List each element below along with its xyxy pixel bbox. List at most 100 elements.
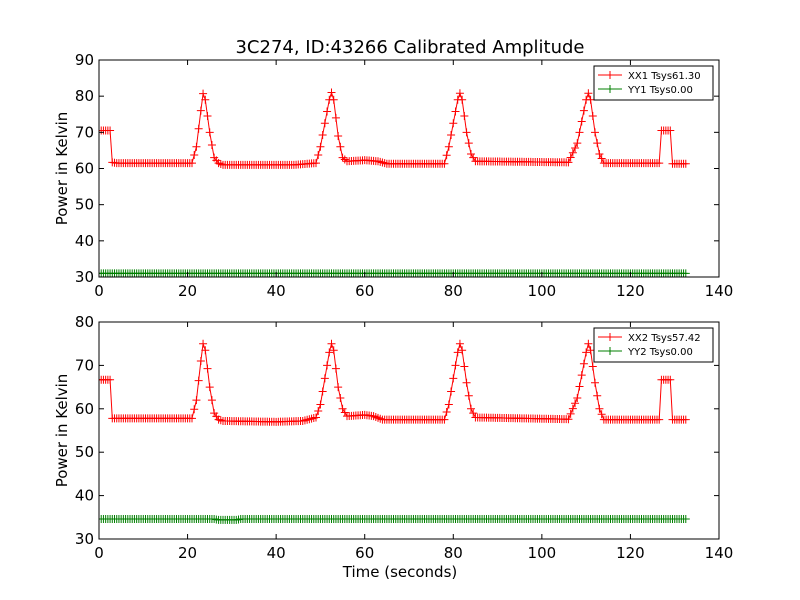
x-tick-label: 120 — [616, 544, 645, 562]
data-point — [320, 374, 329, 383]
data-point — [203, 112, 212, 121]
data-point — [464, 391, 473, 400]
legend-label: XX1 Tsys61.30 — [628, 71, 701, 82]
data-point — [331, 113, 340, 122]
data-point — [681, 269, 690, 277]
data-point — [106, 375, 115, 384]
data-point — [460, 362, 469, 371]
data-point — [380, 159, 389, 168]
data-point — [188, 159, 196, 168]
data-point — [593, 139, 602, 148]
legend-label: YY2 Tsys0.00 — [627, 347, 693, 358]
data-point — [205, 383, 214, 392]
data-point — [455, 339, 464, 348]
y-tick-label: 60 — [75, 160, 94, 178]
y-tick-label: 70 — [75, 123, 94, 141]
data-point — [312, 159, 320, 168]
x-tick-label: 0 — [94, 282, 104, 300]
data-point — [453, 348, 462, 357]
data-point — [378, 158, 387, 167]
x-tick-label: 100 — [528, 282, 557, 300]
data-point — [564, 158, 573, 167]
data-point — [462, 128, 471, 137]
legend-marker — [606, 333, 614, 341]
data-point — [444, 142, 453, 151]
data-point — [451, 361, 460, 370]
data-point — [205, 128, 214, 137]
data-point — [575, 128, 584, 137]
data-point — [444, 400, 453, 409]
data-point — [586, 346, 595, 355]
series-yy — [99, 515, 690, 524]
data-point — [447, 387, 456, 396]
data-point — [467, 404, 475, 413]
data-point — [201, 346, 210, 355]
legend-marker — [606, 71, 614, 79]
data-point — [597, 154, 606, 163]
data-point — [440, 159, 449, 168]
data-point — [216, 416, 225, 425]
data-point — [566, 409, 575, 418]
data-point — [588, 112, 597, 121]
data-point — [584, 89, 593, 98]
data-point — [586, 95, 595, 104]
data-point — [566, 153, 575, 162]
data-point — [194, 376, 203, 385]
data-point — [303, 415, 312, 424]
x-tick-label: 140 — [705, 544, 734, 562]
data-point — [196, 357, 205, 366]
data-point — [325, 348, 334, 357]
data-point — [199, 339, 208, 348]
plot-area — [99, 339, 690, 524]
data-point — [300, 416, 309, 425]
data-point — [314, 406, 323, 415]
y-tick-label: 80 — [75, 87, 94, 105]
data-point — [568, 404, 577, 413]
data-point — [207, 396, 216, 405]
data-point — [447, 131, 456, 140]
data-point — [312, 413, 320, 422]
data-point — [579, 359, 588, 368]
data-point — [376, 157, 385, 166]
data-point — [564, 415, 573, 424]
y-tick-label: 40 — [75, 232, 94, 250]
data-point — [579, 106, 588, 115]
y-tick-label: 50 — [75, 196, 94, 214]
data-point — [316, 400, 325, 409]
data-point — [106, 126, 115, 135]
data-point — [334, 131, 343, 140]
data-point — [203, 364, 212, 373]
legend-label: YY1 Tsys0.00 — [627, 85, 693, 96]
data-point — [320, 119, 329, 128]
data-point — [666, 126, 675, 135]
data-point — [571, 399, 580, 408]
data-point — [314, 150, 323, 159]
x-tick-label: 0 — [94, 544, 104, 562]
top-subplot: 0 20 40 60 80 100 120 140 30 40 50 60 70 80 90 Power in… — [53, 51, 733, 300]
y-tick-label: 70 — [75, 356, 94, 374]
data-point — [194, 124, 203, 133]
data-point — [666, 375, 675, 384]
data-point — [681, 159, 690, 168]
data-point — [196, 106, 205, 115]
data-point — [329, 346, 338, 355]
data-point — [573, 139, 582, 148]
x-tick-label: 100 — [528, 544, 557, 562]
x-tick-label: 140 — [705, 282, 734, 300]
data-point — [595, 150, 604, 159]
x-tick-label: 40 — [267, 544, 286, 562]
x-tick-label: 120 — [616, 282, 645, 300]
data-point — [207, 140, 216, 149]
figure-title: 3C274, ID:43266 Calibrated Amplitude — [235, 37, 584, 58]
y-tick-label: 60 — [75, 400, 94, 418]
data-point — [568, 148, 577, 157]
legend-box — [593, 65, 714, 101]
data-point — [460, 112, 469, 121]
y-tick-label: 30 — [75, 530, 94, 548]
x-tick-label: 60 — [355, 544, 374, 562]
x-tick-label: 80 — [444, 282, 463, 300]
data-point — [591, 128, 599, 137]
data-point — [307, 414, 316, 423]
data-point — [681, 415, 690, 424]
data-point — [336, 393, 345, 402]
